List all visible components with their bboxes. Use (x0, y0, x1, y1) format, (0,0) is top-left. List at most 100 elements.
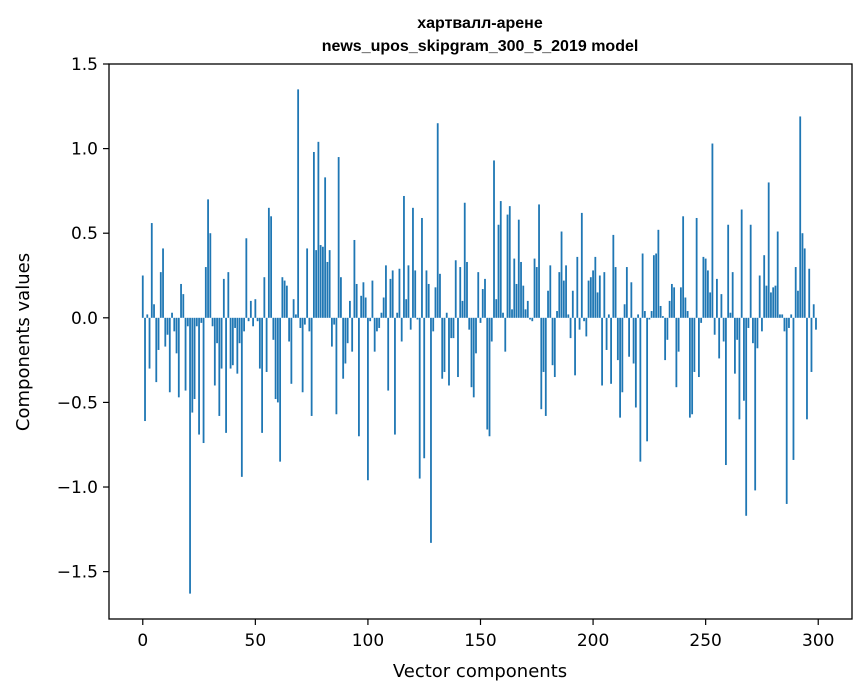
bar-284 (781, 314, 784, 318)
bar-51 (256, 317, 259, 322)
x-tick-label: 100 (352, 631, 384, 651)
y-tick-label: −1.5 (57, 563, 98, 583)
bar-94 (353, 239, 356, 318)
bar-56 (267, 207, 270, 318)
bar-259 (725, 317, 727, 466)
bar-224 (646, 317, 649, 442)
bar-263 (734, 317, 736, 374)
bar-249 (702, 256, 705, 318)
bar-105 (378, 317, 381, 328)
bar-274 (758, 275, 761, 318)
y-tick-label: −0.5 (57, 393, 98, 413)
bar-123 (418, 317, 421, 479)
bar-227 (652, 255, 655, 318)
bar-7 (157, 317, 160, 350)
bar-115 (400, 317, 403, 342)
bar-245 (693, 317, 696, 372)
bar-55 (265, 317, 268, 372)
bar-222 (641, 253, 644, 318)
bar-181 (549, 265, 552, 318)
bar-275 (761, 317, 763, 332)
bar-200 (592, 270, 594, 318)
y-tick-label: 1.5 (71, 55, 98, 75)
bar-286 (785, 317, 788, 504)
y-tick-label: 1.0 (71, 140, 98, 160)
bar-173 (531, 317, 534, 322)
bar-201 (594, 256, 597, 318)
bar-73 (306, 248, 309, 318)
bar-154 (488, 317, 491, 437)
bar-141 (459, 267, 462, 318)
bar-146 (470, 317, 473, 388)
bar-145 (468, 317, 471, 330)
x-tick-label: 0 (137, 631, 148, 651)
bar-58 (272, 317, 275, 340)
bar-149 (477, 272, 480, 318)
bar-270 (749, 224, 752, 318)
bar-278 (767, 182, 770, 318)
bar-77 (315, 250, 318, 318)
bar-103 (373, 317, 376, 352)
bar-242 (686, 311, 689, 318)
bar-117 (405, 299, 408, 318)
bar-41 (234, 317, 236, 328)
bar-70 (299, 317, 302, 328)
bar-12 (168, 317, 171, 393)
bar-199 (589, 277, 592, 318)
bar-45 (243, 317, 245, 332)
bar-298 (812, 304, 815, 318)
bar-113 (396, 312, 399, 318)
bar-22 (191, 317, 194, 413)
bar-142 (461, 300, 464, 318)
bar-89 (342, 317, 345, 379)
bar-212 (619, 317, 621, 418)
bar-156 (493, 160, 495, 318)
bar-17 (180, 283, 182, 318)
bar-218 (632, 317, 635, 364)
bar-289 (792, 317, 795, 460)
bar-122 (416, 317, 419, 320)
bar-46 (245, 238, 248, 318)
bar-143 (463, 202, 466, 318)
chart-title-line2: news_upos_skipgram_300_5_2019 model (322, 38, 639, 55)
bar-285 (783, 317, 786, 332)
bar-8 (159, 272, 162, 318)
bar-233 (666, 317, 669, 340)
bar-34 (218, 317, 221, 416)
bars-group (141, 89, 817, 594)
bar-165 (513, 258, 516, 318)
bar-168 (520, 261, 522, 318)
bar-189 (567, 314, 570, 318)
bar-282 (776, 231, 779, 318)
bar-187 (562, 280, 565, 318)
bar-215 (625, 267, 628, 318)
bar-97 (360, 295, 363, 318)
bar-69 (297, 89, 300, 318)
bar-248 (700, 317, 703, 323)
y-axis-ticks: −1.5 −1.0 −0.5 0.0 0.5 1.0 1.5 (57, 55, 109, 583)
bar-195 (580, 212, 583, 318)
bar-11 (166, 317, 169, 335)
y-tick-label: 0.5 (71, 224, 98, 244)
x-tick-label: 200 (577, 631, 609, 651)
bar-21 (189, 317, 191, 594)
bar-15 (175, 317, 178, 354)
bar-24 (195, 317, 198, 327)
bar-292 (799, 116, 802, 318)
bar-68 (294, 314, 297, 318)
bar-19 (184, 317, 187, 391)
bar-84 (331, 317, 333, 347)
bar-100 (367, 317, 369, 481)
bar-160 (502, 312, 504, 318)
bar-176 (538, 204, 540, 318)
bar-112 (394, 317, 396, 435)
bar-291 (797, 290, 799, 318)
bar-107 (382, 297, 385, 318)
bar-208 (610, 317, 612, 384)
bar-184 (556, 311, 558, 318)
bar-243 (688, 317, 691, 418)
bar-137 (450, 317, 453, 339)
x-tick-label: 300 (802, 631, 834, 651)
bar-216 (628, 317, 630, 357)
bar-196 (583, 317, 585, 322)
